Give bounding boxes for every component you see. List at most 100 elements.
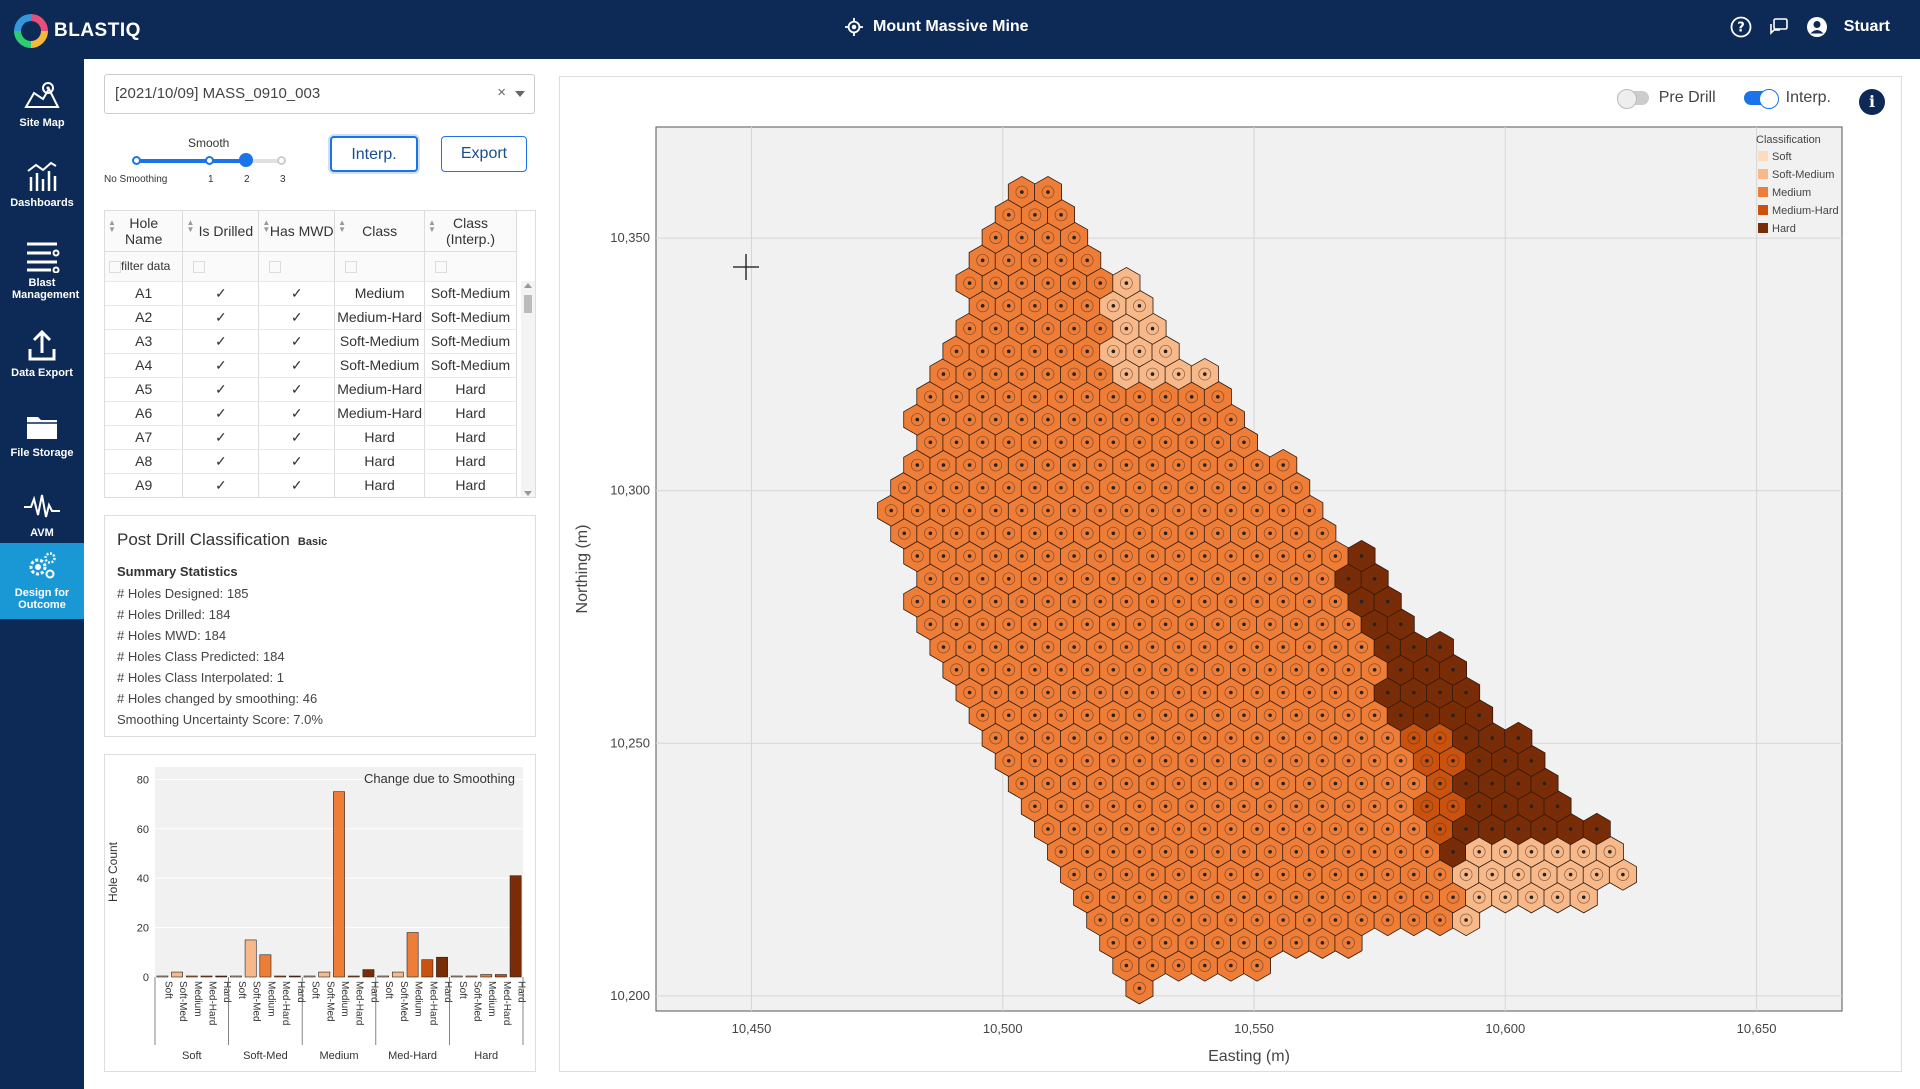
help-icon[interactable]: ? [1730, 16, 1752, 38]
sidebar-item-file-storage[interactable]: File Storage [0, 399, 84, 479]
interp-switch[interactable] [1743, 89, 1779, 109]
x-tick-label: Soft-Med [251, 981, 262, 1022]
filter-cell[interactable] [424, 251, 517, 282]
table-scrollbar[interactable] [521, 281, 535, 497]
hole-marker [1111, 804, 1116, 809]
hole-ring [1002, 344, 1016, 358]
user-name[interactable]: Stuart [1843, 18, 1890, 35]
scroll-thumb[interactable] [524, 295, 532, 313]
filter-cell[interactable] [182, 251, 260, 282]
filter-checkbox[interactable] [345, 260, 358, 273]
sidebar-item-avm[interactable]: AVM [0, 479, 84, 559]
hole-marker [1137, 940, 1142, 945]
hole-marker [1085, 486, 1089, 490]
filter-cell[interactable] [258, 251, 336, 282]
user-icon[interactable] [1806, 16, 1828, 38]
hole-marker [1555, 895, 1560, 900]
hole-marker [1412, 736, 1416, 740]
hole-marker [1242, 804, 1246, 809]
x-tick-label: Med-Hard [427, 981, 438, 1025]
filter-checkbox[interactable] [269, 260, 282, 273]
column-header[interactable]: ▲ ▼ Hole Name [105, 211, 184, 252]
scroll-up-icon[interactable] [524, 283, 532, 288]
filter-checkbox[interactable] [193, 260, 206, 273]
sort-icon[interactable]: ▲ ▼ [338, 218, 347, 234]
hole-marker [1307, 599, 1312, 604]
hole-marker [1268, 849, 1272, 854]
scroll-down-icon[interactable] [524, 491, 532, 496]
sidebar-item-data-export[interactable]: Data Export [0, 319, 84, 399]
info-icon[interactable]: i [1859, 89, 1885, 115]
export-button[interactable]: Export [441, 136, 527, 172]
hole-marker [1255, 599, 1259, 604]
table-row[interactable]: A2 ✓ ✓ Medium-Hard Soft-Medium [105, 305, 517, 330]
sidebar-item-blast-management[interactable]: Blast Management [0, 229, 84, 319]
logo[interactable]: BLASTIQ [14, 14, 141, 48]
sort-icon[interactable]: ▲ ▼ [428, 218, 436, 234]
pre-drill-switch[interactable] [1616, 89, 1649, 109]
sort-icon[interactable]: ▲ ▼ [108, 218, 116, 234]
slider-tick[interactable] [277, 156, 286, 165]
table-row[interactable]: A3 ✓ ✓ Soft-Medium Soft-Medium [105, 329, 517, 354]
chevron-down-icon[interactable] [515, 91, 525, 97]
filter-cell[interactable]: filter data [105, 251, 184, 282]
hole-marker [1385, 690, 1390, 695]
table-row[interactable]: A1 ✓ ✓ Medium Soft-Medium [105, 281, 517, 306]
hole-ring [1080, 663, 1094, 677]
sort-icon[interactable]: ▲ ▼ [186, 218, 195, 234]
hole-marker [1059, 713, 1063, 718]
hole-ring [1054, 344, 1068, 358]
slider-tick[interactable] [205, 156, 214, 165]
blast-icon [27, 242, 60, 273]
column-header[interactable]: ▲ ▼ Has MWD [258, 211, 336, 252]
smooth-slider[interactable]: Smooth No Smoothing 1 2 3 [104, 136, 294, 186]
interp-toggle[interactable]: Interp. [1743, 89, 1831, 109]
hole-ring [1211, 481, 1225, 495]
site-title[interactable]: Mount Massive Mine [845, 18, 1029, 36]
sidebar-item-site-map[interactable]: Site Map [0, 69, 84, 149]
feedback-icon[interactable] [1768, 16, 1790, 38]
column-header[interactable]: ▲ ▼ Class (Interp.) [424, 211, 517, 252]
table-cell: ✓ [258, 281, 336, 306]
hole-ring [1407, 777, 1421, 790]
legend-entry: Hard [1772, 223, 1796, 235]
table-row[interactable]: A9 ✓ ✓ Hard Hard [105, 473, 517, 497]
location-icon [845, 18, 863, 36]
hole-ring [1146, 913, 1159, 927]
hole-marker [1216, 895, 1220, 900]
table-row[interactable]: A7 ✓ ✓ Hard Hard [105, 425, 517, 450]
hole-ring [1302, 913, 1316, 927]
table-row[interactable]: A8 ✓ ✓ Hard Hard [105, 449, 517, 474]
filter-checkbox[interactable] [109, 260, 121, 273]
column-header[interactable]: ▲ ▼ Is Drilled [182, 211, 260, 252]
sidebar-item-design-for-outcome[interactable]: Design for Outcome [0, 543, 84, 619]
dataset-select[interactable]: [2021/10/09] MASS_0910_003 × [104, 74, 535, 114]
slider-tick[interactable] [132, 156, 141, 165]
table-row[interactable]: A4 ✓ ✓ Soft-Medium Soft-Medium [105, 353, 517, 378]
hole-marker [1085, 758, 1089, 763]
hole-ring [1329, 868, 1342, 881]
hole-marker [1216, 849, 1220, 854]
filter-placeholder[interactable]: filter data [121, 259, 171, 273]
hole-ring [976, 253, 990, 267]
hole-marker [1176, 690, 1181, 695]
pre-drill-toggle[interactable]: Pre Drill [1616, 89, 1716, 109]
hole-ring [1172, 640, 1185, 654]
clear-icon[interactable]: × [497, 84, 506, 101]
table-row[interactable]: A5 ✓ ✓ Medium-Hard Hard [105, 377, 517, 402]
hole-ring [1237, 708, 1251, 722]
sort-icon[interactable]: ▲ ▼ [262, 218, 271, 234]
table-row[interactable]: A6 ✓ ✓ Medium-Hard Hard [105, 401, 517, 426]
filter-cell[interactable] [334, 251, 426, 282]
hole-ring [1159, 799, 1172, 813]
interp-button[interactable]: Interp. [330, 136, 418, 172]
column-header[interactable]: ▲ ▼ Class [334, 211, 426, 252]
bar [421, 959, 434, 978]
hole-ring [1067, 595, 1081, 608]
hole-ring [1080, 526, 1094, 540]
hole-ring [1159, 526, 1172, 540]
hole-marker [1124, 827, 1129, 831]
sidebar-item-dashboards[interactable]: Dashboards [0, 149, 84, 229]
filter-checkbox[interactable] [435, 260, 448, 273]
slider-handle[interactable] [239, 153, 253, 167]
